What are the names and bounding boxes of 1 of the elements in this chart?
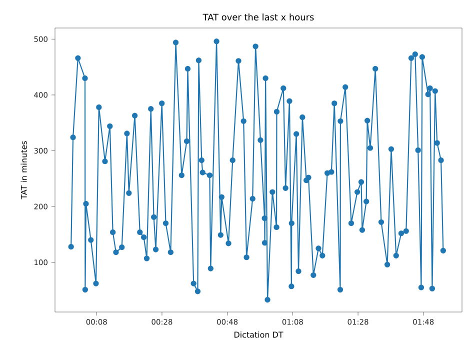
chart-title: TAT over the last x hours bbox=[202, 14, 314, 20]
